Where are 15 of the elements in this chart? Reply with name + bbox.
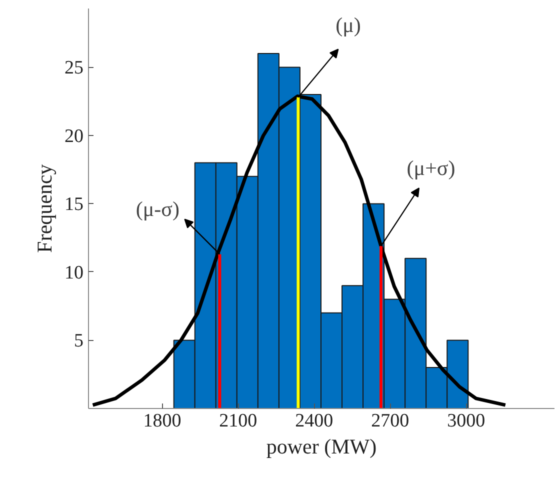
y-tick-label: 5: [74, 330, 84, 352]
x-tick-label: 2700: [371, 410, 410, 432]
annotation: (μ+σ): [406, 156, 456, 180]
y-tick-label: 20: [64, 126, 84, 147]
x-tick-label: 1800: [143, 410, 182, 432]
annotation: (μ): [336, 13, 361, 38]
y-tick-label: 25: [64, 58, 84, 79]
annotation: (μ-σ): [136, 197, 180, 222]
x-axis-title: power (MW): [266, 434, 377, 458]
x-tick-label: 2400: [295, 410, 334, 432]
y-axis-title: Frequency: [32, 164, 56, 253]
y-tick-label: 10: [64, 262, 84, 284]
x-tick-label: 3000: [447, 410, 486, 432]
y-tick-label: 15: [64, 194, 84, 216]
x-tick-label: 2100: [219, 410, 258, 432]
